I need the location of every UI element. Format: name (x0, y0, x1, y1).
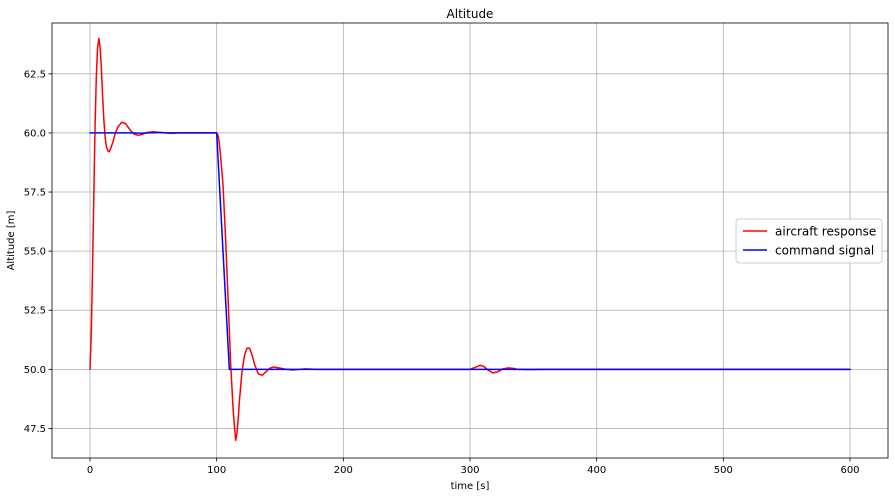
y-tick-label: 50.0 (24, 365, 46, 376)
legend: aircraft response command signal (735, 218, 883, 264)
tick-layer: 0 100 200 300 400 500 600 47.5 50.0 52.5 55.0 57.5 6… (24, 69, 860, 476)
y-tick-label: 62.5 (24, 69, 46, 80)
x-tick-label: 600 (840, 465, 859, 476)
legend-box (735, 218, 883, 264)
series-line-command-signal (89, 131, 851, 371)
y-tick-label: 52.5 (24, 306, 46, 317)
x-axis-title: time [s] (451, 481, 490, 492)
legend-label: command signal (775, 244, 874, 258)
y-tick-label: 47.5 (24, 424, 46, 435)
series-layer (89, 37, 851, 442)
y-tick-label: 60.0 (24, 128, 46, 139)
x-tick-label: 500 (714, 465, 733, 476)
y-tick-label: 55.0 (24, 247, 46, 258)
y-axis-title: Altitude [m] (6, 211, 17, 271)
x-tick-label: 100 (207, 465, 226, 476)
x-tick-label: 0 (87, 465, 93, 476)
chart-title: Altitude (447, 7, 494, 21)
x-tick-label: 300 (460, 465, 479, 476)
x-tick-label: 400 (587, 465, 606, 476)
y-tick-label: 57.5 (24, 188, 46, 199)
x-tick-label: 200 (334, 465, 353, 476)
series-line-aircraft-response (89, 37, 851, 442)
legend-label: aircraft response (775, 225, 876, 239)
